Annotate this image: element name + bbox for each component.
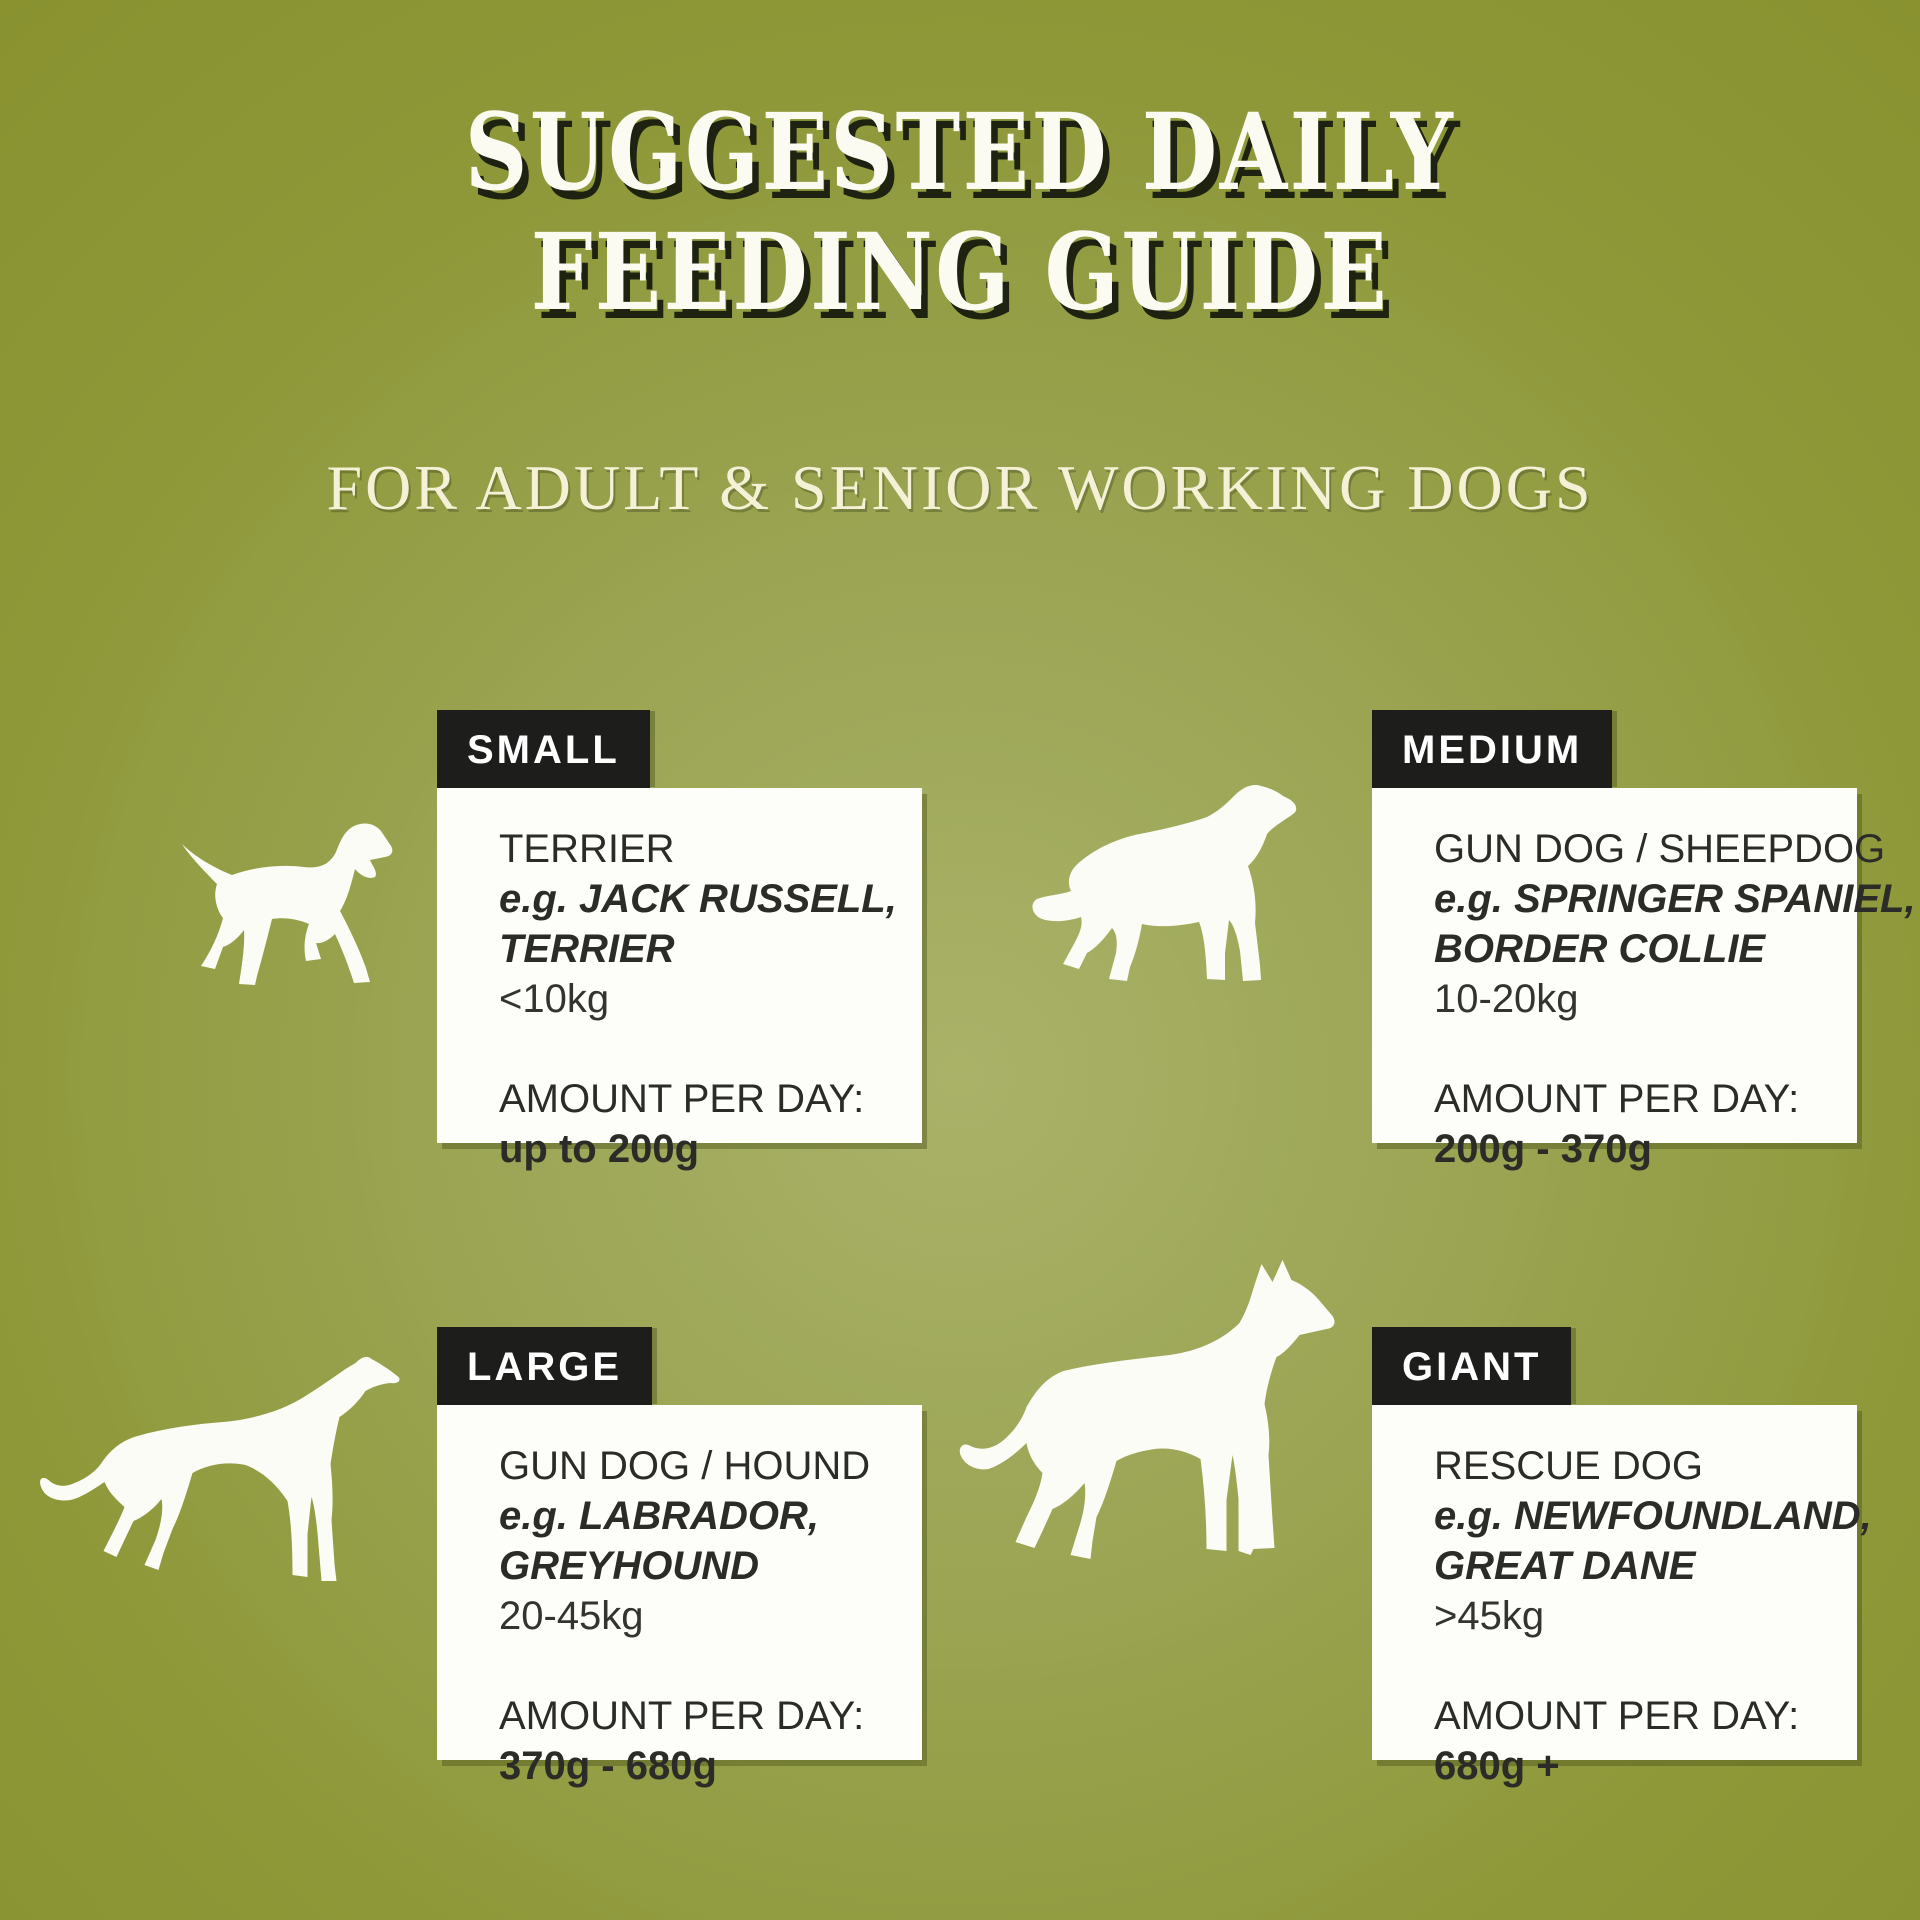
size-tab-label: GIANT xyxy=(1402,1345,1542,1389)
spacer xyxy=(1434,1024,1857,1074)
amount-value: 680g + xyxy=(1434,1744,1560,1788)
breed-type: GUN DOG / HOUND xyxy=(499,1444,871,1488)
amount-value: 200g - 370g xyxy=(1434,1127,1652,1171)
weight-range: 20-45kg xyxy=(499,1594,644,1638)
size-tab-small: SMALL xyxy=(437,710,650,788)
breed-examples-line2: GREAT DANE xyxy=(1434,1544,1696,1588)
weight-range: >45kg xyxy=(1434,1594,1545,1638)
size-tab-label: MEDIUM xyxy=(1402,728,1583,772)
size-tab-label: SMALL xyxy=(467,728,620,772)
breed-examples-line1: e.g. NEWFOUNDLAND, xyxy=(1434,1491,1872,1541)
size-tab-medium: MEDIUM xyxy=(1372,710,1613,788)
size-tab-large: LARGE xyxy=(437,1327,652,1405)
spacer xyxy=(499,1641,922,1691)
title-line-1: SUGGESTED DAILY xyxy=(464,89,1456,214)
breed-example-names: JACK RUSSELL, xyxy=(579,877,897,921)
card-panel: RESCUE DOG e.g. NEWFOUNDLAND, GREAT DANE… xyxy=(1372,1405,1872,1788)
amount-per-day-label: AMOUNT PER DAY: xyxy=(499,1694,865,1738)
breed-example-names: SPRINGER SPANIEL, xyxy=(1514,877,1916,921)
spacer xyxy=(1434,1641,1857,1691)
great-dane-silhouette xyxy=(955,1258,1336,1568)
breed-examples-line1: e.g. JACK RUSSELL, xyxy=(499,874,922,924)
sheepdog-silhouette xyxy=(1028,783,1315,998)
amount-per-day-label: AMOUNT PER DAY: xyxy=(499,1077,865,1121)
breed-example-names: NEWFOUNDLAND, xyxy=(1514,1494,1872,1538)
size-tab-giant: GIANT xyxy=(1372,1327,1572,1405)
card-panel: GUN DOG / HOUND e.g. LABRADOR, GREYHOUND… xyxy=(437,1405,922,1788)
spacer xyxy=(499,1024,922,1074)
terrier-dog-silhouette xyxy=(170,818,396,990)
breed-type: RESCUE DOG xyxy=(1434,1444,1703,1488)
eg-prefix: e.g. xyxy=(1434,1494,1503,1538)
breed-example-names: LABRADOR, xyxy=(579,1494,820,1538)
breed-examples-line1: e.g. SPRINGER SPANIEL, xyxy=(1434,874,1916,924)
weight-range: <10kg xyxy=(499,977,610,1021)
breed-examples-line2: BORDER COLLIE xyxy=(1434,927,1766,971)
eg-prefix: e.g. xyxy=(499,1494,568,1538)
breed-examples-line2: TERRIER xyxy=(499,927,675,971)
eg-prefix: e.g. xyxy=(1434,877,1503,921)
page-subtitle: FOR ADULT & SENIOR WORKING DOGS xyxy=(326,452,1594,523)
breed-type: TERRIER xyxy=(499,827,675,871)
card-panel: GUN DOG / SHEEPDOG e.g. SPRINGER SPANIEL… xyxy=(1372,788,1916,1171)
amount-per-day-label: AMOUNT PER DAY: xyxy=(1434,1077,1800,1121)
title-line-2: FEEDING GUIDE xyxy=(530,209,1390,334)
breed-type: GUN DOG / SHEEPDOG xyxy=(1434,827,1886,871)
greyhound-silhouette xyxy=(35,1352,401,1598)
page-title: SUGGESTED DAILY FEEDING GUIDE xyxy=(173,92,1747,332)
amount-value: 370g - 680g xyxy=(499,1744,717,1788)
amount-value: up to 200g xyxy=(499,1127,700,1171)
breed-examples-line1: e.g. LABRADOR, xyxy=(499,1491,922,1541)
card-panel: TERRIER e.g. JACK RUSSELL, TERRIER <10kg… xyxy=(437,788,922,1171)
eg-prefix: e.g. xyxy=(499,877,568,921)
size-tab-label: LARGE xyxy=(467,1345,622,1389)
weight-range: 10-20kg xyxy=(1434,977,1579,1021)
amount-per-day-label: AMOUNT PER DAY: xyxy=(1434,1694,1800,1738)
breed-examples-line2: GREYHOUND xyxy=(499,1544,760,1588)
